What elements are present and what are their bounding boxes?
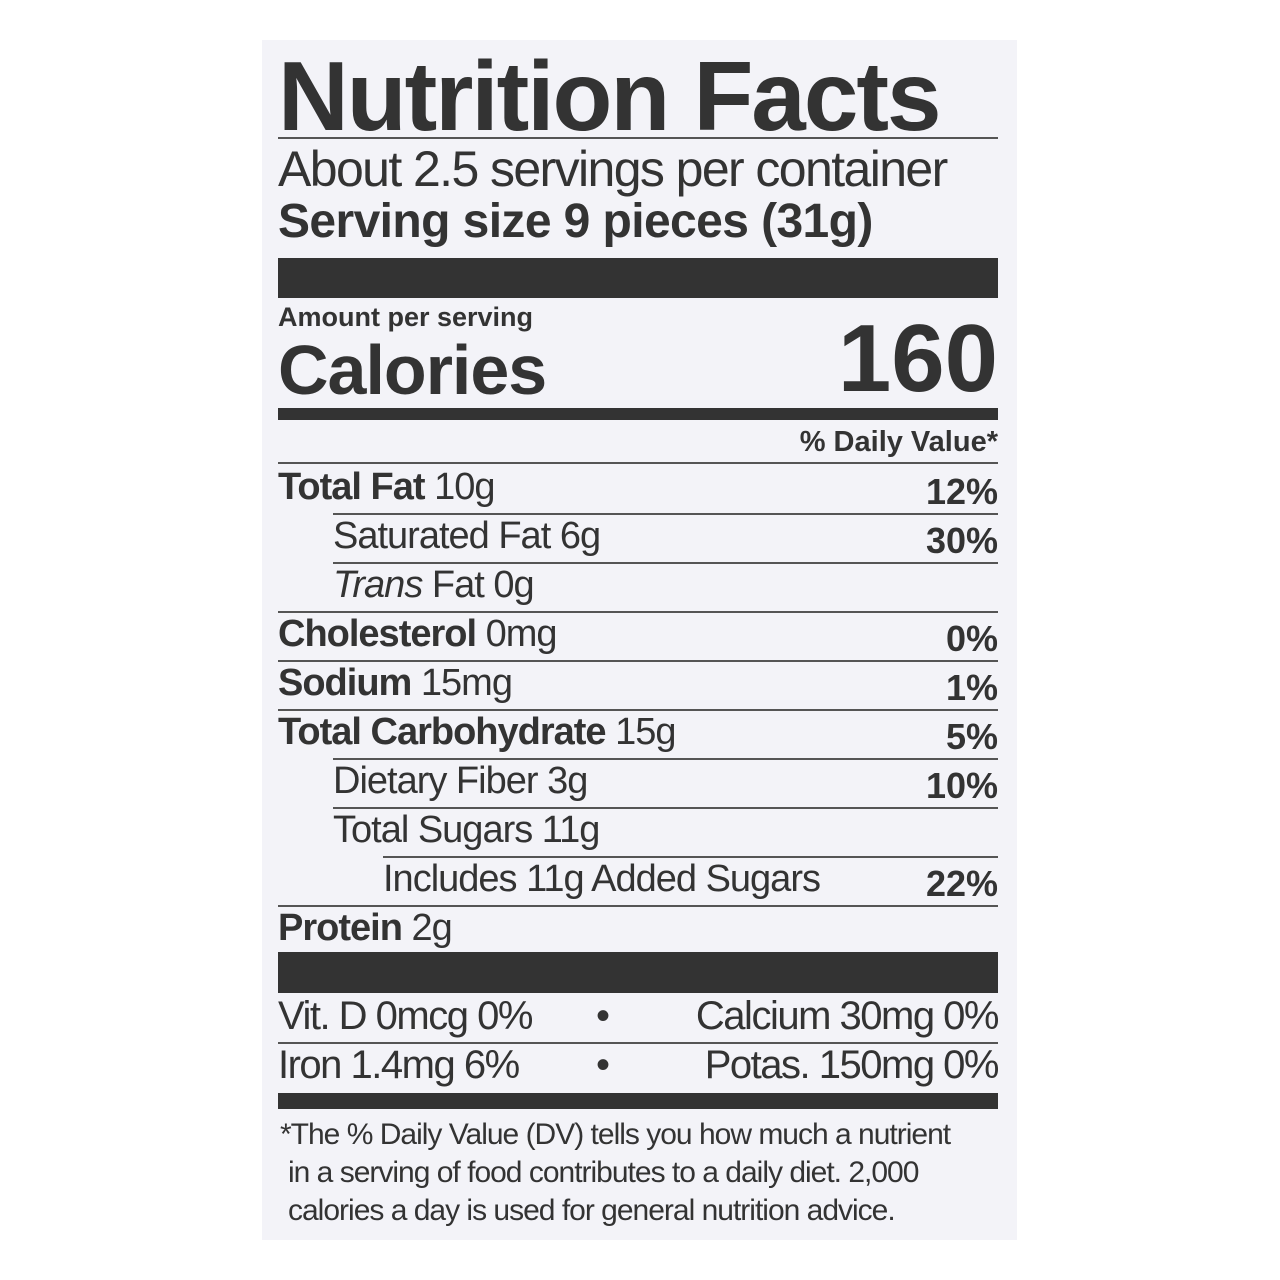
nutrient-label: Saturated Fat 6g <box>333 515 601 558</box>
divider <box>333 562 998 564</box>
potassium: Potas. 150mg 0% <box>704 1043 1000 1087</box>
calories-label: Calories <box>278 331 547 409</box>
nutrient-name: Total Fat <box>278 466 426 508</box>
divider <box>333 807 998 809</box>
nutrient-name: Protein <box>278 907 403 949</box>
divider <box>278 1042 998 1044</box>
medium-divider <box>278 408 998 420</box>
nutrient-daily-value: 10% <box>925 765 998 806</box>
nutrient-name: Saturated Fat <box>333 515 551 557</box>
divider <box>278 611 998 613</box>
bullet-separator: • <box>596 1043 610 1087</box>
divider <box>333 758 998 760</box>
divider <box>278 905 998 907</box>
vitamin-row: Iron 1.4mg 6% • Potas. 150mg 0% <box>278 1042 1000 1090</box>
nutrient-row: Protein 2g <box>278 905 998 954</box>
nutrient-daily-value: 22% <box>925 863 998 904</box>
iron: Iron 1.4mg 6% <box>278 1043 520 1087</box>
footnote-line: calories a day is used for general nutri… <box>288 1194 896 1227</box>
nutrient-name: Includes 11g Added Sugars <box>383 858 821 900</box>
label-title: Nutrition Facts <box>278 41 941 151</box>
nutrient-amount: 0mg <box>485 613 558 655</box>
nutrient-name: Sodium <box>278 662 412 704</box>
calories-value: 160 <box>837 305 998 412</box>
bullet-separator: • <box>596 994 610 1038</box>
nutrient-name-suffix: Fat <box>431 564 485 606</box>
nutrient-amount: 2g <box>411 907 452 949</box>
divider <box>278 137 998 139</box>
nutrient-row: Includes 11g Added Sugars 22% <box>278 856 998 905</box>
footnote-line: in a serving of food contributes to a da… <box>288 1156 919 1189</box>
divider <box>278 709 998 711</box>
nutrient-label: Total Carbohydrate 15g <box>278 711 677 754</box>
serving-size: Serving size 9 pieces (31g) <box>278 195 873 248</box>
amount-per-serving: Amount per serving <box>278 302 534 332</box>
footnote-line: *The % Daily Value (DV) tells you how mu… <box>280 1118 951 1151</box>
nutrient-amount: 15g <box>615 711 676 753</box>
nutrient-daily-value: 12% <box>925 471 998 512</box>
divider <box>383 856 998 858</box>
calcium: Calcium 30mg 0% <box>695 994 1000 1038</box>
divider <box>278 660 998 662</box>
nutrient-label: Cholesterol 0mg <box>278 613 558 656</box>
nutrient-label: Total Sugars 11g <box>333 809 601 852</box>
nutrient-daily-value: 0% <box>945 618 998 659</box>
nutrient-amount: 15mg <box>420 662 513 704</box>
daily-value-header: % Daily Value* <box>799 426 998 458</box>
nutrient-row: Total Sugars 11g <box>278 807 998 856</box>
nutrient-name: Total Sugars <box>333 809 533 851</box>
nutrient-amount: 3g <box>547 760 588 802</box>
nutrient-name: Trans <box>333 564 423 606</box>
nutrient-amount: 6g <box>559 515 601 557</box>
nutrient-label: Total Fat 10g <box>278 466 495 509</box>
vitamin-row: Vit. D 0mcg 0% • Calcium 30mg 0% <box>278 993 1000 1041</box>
nutrient-name: Cholesterol <box>278 613 477 655</box>
medium-divider <box>278 1093 998 1109</box>
nutrient-daily-value: 5% <box>945 716 998 757</box>
nutrient-label: Dietary Fiber 3g <box>333 760 588 803</box>
nutrient-amount: 11g <box>541 809 601 851</box>
nutrient-daily-value: 30% <box>925 520 998 561</box>
nutrient-label: Protein 2g <box>278 907 453 950</box>
nutrient-label: Includes 11g Added Sugars <box>383 858 821 901</box>
thick-divider <box>278 952 998 993</box>
nutrient-row: Total Fat 10g 12% <box>278 464 998 513</box>
nutrient-row: Saturated Fat 6g 30% <box>278 513 998 562</box>
thick-divider <box>278 258 998 298</box>
nutrient-name: Dietary Fiber <box>333 760 538 802</box>
nutrient-daily-value: 1% <box>945 667 998 708</box>
nutrient-amount: 0g <box>493 564 534 606</box>
nutrient-row: Trans Fat 0g <box>278 562 998 611</box>
nutrient-amount: 10g <box>434 466 495 508</box>
nutrient-row: Sodium 15mg 1% <box>278 660 998 709</box>
nutrient-row: Total Carbohydrate 15g 5% <box>278 709 998 758</box>
nutrition-facts-panel: Nutrition Facts About 2.5 servings per c… <box>262 40 1017 1240</box>
divider <box>278 462 998 464</box>
nutrient-label: Trans Fat 0g <box>333 564 535 607</box>
vitamin-d: Vit. D 0mcg 0% <box>278 994 533 1038</box>
nutrient-row: Cholesterol 0mg 0% <box>278 611 998 660</box>
servings-per-container: About 2.5 servings per container <box>278 141 948 197</box>
nutrient-name: Total Carbohydrate <box>278 711 607 753</box>
nutrient-row: Dietary Fiber 3g 10% <box>278 758 998 807</box>
divider <box>333 513 998 515</box>
nutrient-label: Sodium 15mg <box>278 662 513 705</box>
